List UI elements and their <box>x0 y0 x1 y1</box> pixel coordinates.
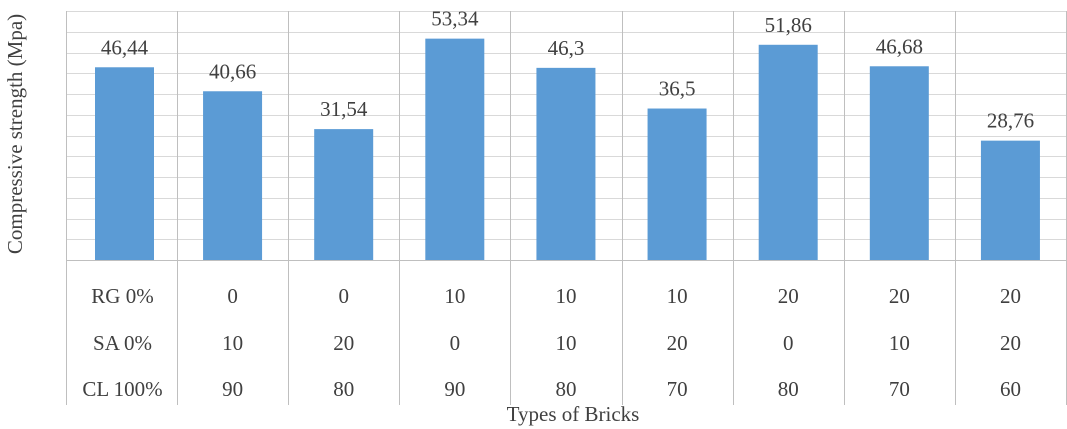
table-cell: 10 <box>444 284 465 308</box>
table-cell: 0 <box>227 284 238 308</box>
table-cell: 20 <box>1000 331 1021 355</box>
table-cell: 60 <box>1000 377 1021 401</box>
data-label: 31,54 <box>320 97 368 121</box>
bar-series <box>95 38 1040 261</box>
bar <box>203 91 263 260</box>
table-cell: 20 <box>333 331 354 355</box>
table-cell: 10 <box>889 331 910 355</box>
table-cell: 20 <box>778 284 799 308</box>
table-cell: 80 <box>778 377 799 401</box>
table-cell: 80 <box>333 377 354 401</box>
table-cell: 20 <box>667 331 688 355</box>
data-label: 46,68 <box>876 34 923 58</box>
table-cell: 10 <box>667 284 688 308</box>
bar <box>869 66 929 260</box>
data-label: 53,34 <box>431 7 479 31</box>
table-cell: 70 <box>889 377 910 401</box>
table-row-label: CL 100% <box>82 377 162 401</box>
table-row-label: SA 0% <box>93 331 152 355</box>
table-cell: 90 <box>222 377 243 401</box>
bar <box>758 44 818 260</box>
data-table: RG 0% 0 0 10 10 10 20 20 20 SA 0% 10 20 0 10 20 0 10 20 CL… <box>82 284 1021 401</box>
table-cell: 10 <box>555 331 576 355</box>
bar <box>980 140 1040 260</box>
table-cell: 90 <box>444 377 465 401</box>
table-cell: 0 <box>783 331 794 355</box>
table-cell: 20 <box>1000 284 1021 308</box>
data-label: 36,5 <box>659 77 696 101</box>
data-label: 40,66 <box>209 59 256 83</box>
bar <box>95 67 154 260</box>
bar <box>536 67 596 260</box>
data-label: 28,76 <box>987 109 1034 133</box>
data-label: 46,44 <box>101 35 149 59</box>
table-cell: 0 <box>450 331 461 355</box>
table-cell: 20 <box>889 284 910 308</box>
table-cell: 0 <box>338 284 349 308</box>
bar <box>647 108 707 261</box>
x-axis-title: Types of Bricks <box>507 402 640 426</box>
table-row-label: RG 0% <box>91 284 153 308</box>
table-cell: 70 <box>667 377 688 401</box>
data-labels: 46,44 40,66 31,54 53,34 46,3 36,5 51,86 46,68 28… <box>101 7 1034 133</box>
bar <box>314 129 374 260</box>
table-cell: 80 <box>555 377 576 401</box>
table-cell: 10 <box>555 284 576 308</box>
data-label: 51,86 <box>765 13 812 37</box>
y-axis-title: Compressive strength (Mpa) <box>3 14 27 254</box>
bar <box>425 38 485 260</box>
table-cell: 10 <box>222 331 243 355</box>
data-label: 46,3 <box>548 36 585 60</box>
